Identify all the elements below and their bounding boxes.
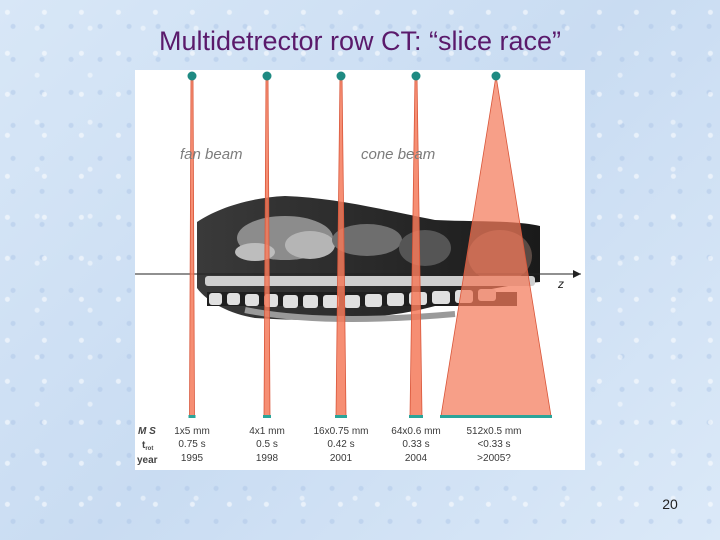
detector-5 (440, 415, 552, 418)
slide-title: Multidetrector row CT: “slice race” (158, 26, 562, 56)
detector-3 (335, 415, 347, 418)
scanner-year: 2004 (405, 453, 428, 464)
scanner-specs: 1x5 mm 0.75 s 1995 4x1 mm 0.5 s 1998 16x0.75 m… (174, 426, 521, 464)
scanner-config: 16x0.75 mm (313, 426, 368, 437)
xray-source-dot (336, 71, 346, 81)
detector-1 (188, 415, 196, 418)
scanner-year: 1995 (181, 453, 204, 464)
z-axis-label: z (557, 277, 564, 291)
scanner-config: 64x0.6 mm (391, 426, 440, 437)
scanner-rotation: 0.33 s (402, 439, 429, 450)
beam-1 (189, 75, 195, 417)
ct-diagram-canvas: fan beam cone beam z M S trot year 1x5 m… (135, 71, 581, 466)
scanner-rotation: <0.33 s (477, 439, 510, 450)
scanner-config: 1x5 mm (174, 426, 210, 437)
scanner-config: 512x0.5 mm (466, 426, 521, 437)
detector-4 (409, 415, 423, 418)
scanner-year: 1998 (256, 453, 279, 464)
page-number: 20 (662, 496, 678, 512)
fan-beam-label: fan beam (180, 146, 243, 163)
scanner-year: 2001 (330, 453, 353, 464)
row-label-trot: trot (142, 440, 153, 452)
row-labels: M S trot year (137, 426, 158, 466)
detector-2 (263, 415, 271, 418)
ct-diagram: fan beam cone beam z M S trot year 1x5 m… (135, 70, 585, 470)
row-label-ms: M S (138, 426, 156, 437)
scanner-rotation: 0.75 s (178, 439, 205, 450)
scanner-rotation: 0.5 s (256, 439, 278, 450)
xray-source-dot (491, 71, 501, 81)
cone-beam-label: cone beam (361, 146, 435, 163)
scanner-config: 4x1 mm (249, 426, 285, 437)
xray-source-dot (187, 71, 197, 81)
x-ray-beams (187, 71, 552, 418)
scanner-year: >2005? (477, 453, 511, 464)
xray-source-dot (411, 71, 421, 81)
xray-source-dot (262, 71, 272, 81)
beam-2 (263, 75, 271, 417)
scanner-rotation: 0.42 s (327, 439, 354, 450)
row-label-year: year (137, 455, 158, 466)
